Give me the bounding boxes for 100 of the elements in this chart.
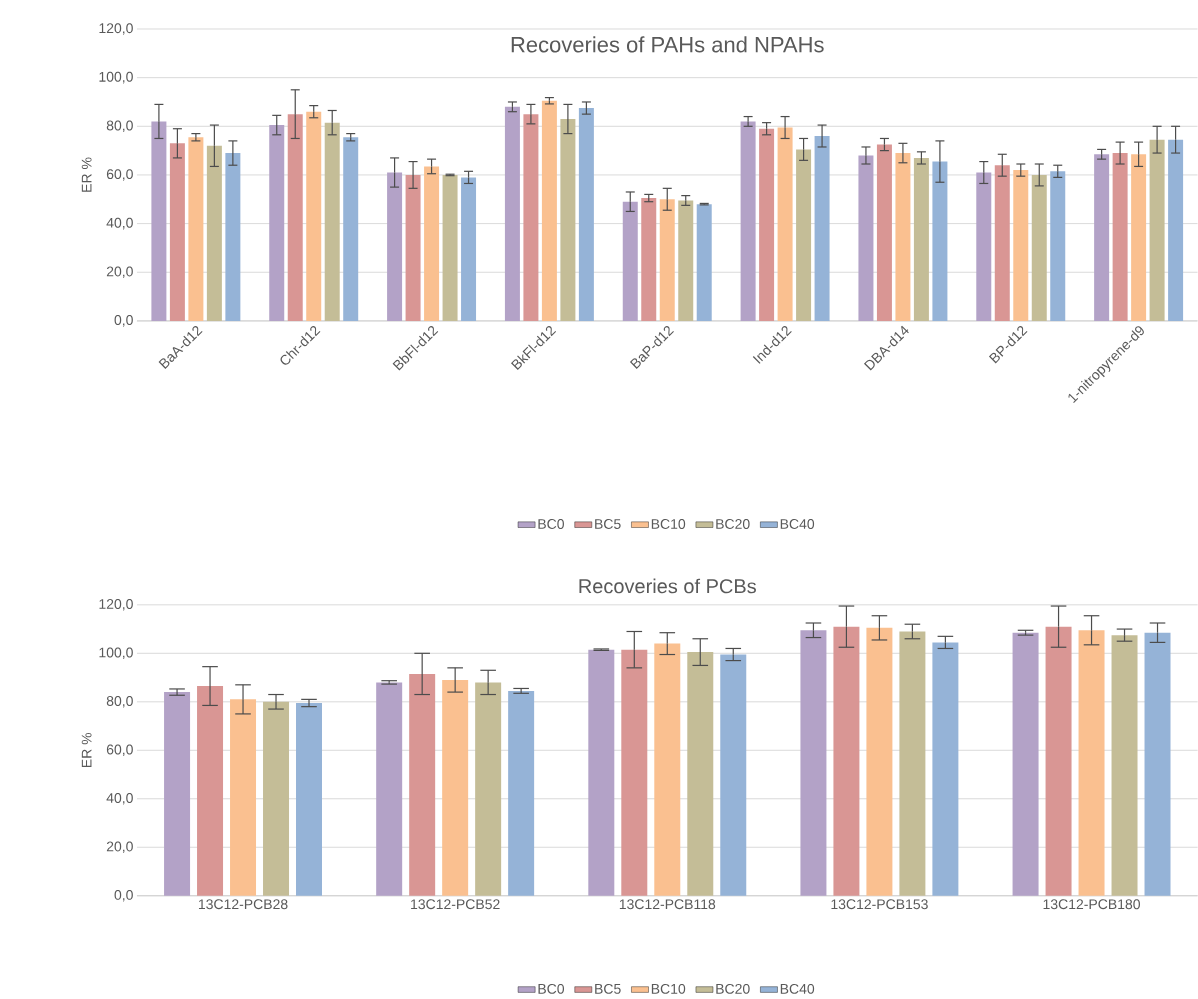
y-tick-label: 20,0 [106,841,133,853]
bar [197,685,224,896]
bar [1012,632,1039,896]
bar [560,118,576,321]
bar [151,121,167,321]
bar [740,121,756,321]
bar [442,679,469,896]
bar [932,642,959,896]
legend-label: BC20 [716,518,750,529]
bar [976,172,992,321]
bar [641,197,657,321]
bar [541,100,557,321]
legend-label: BC5 [595,983,621,994]
bar [720,654,747,896]
bar [475,682,502,896]
bar [296,702,322,896]
bar [814,135,830,321]
bar [206,145,222,321]
bar [230,699,257,896]
x-tick-label: 13C12-PCB180 [1043,899,1140,910]
bar [188,137,204,321]
y-tick-label: 0,0 [114,315,133,327]
bar [1111,635,1138,896]
y-tick-label: 60,0 [106,744,133,756]
y-tick-label: 100,0 [99,647,133,660]
y-axis-title: ER % [81,732,92,767]
y-tick-label: 20,0 [106,266,133,278]
y-axis-title: ER % [81,157,92,192]
bar [876,144,892,321]
bar [621,649,648,896]
bar [654,643,681,896]
bar [899,631,926,896]
legend-label: BC40 [780,518,815,529]
y-tick-label: 120,0 [99,598,133,611]
bar [442,174,458,321]
bar [588,649,615,896]
bar [164,692,191,896]
bar [1013,170,1029,321]
x-tick-label: 13C12-PCB52 [411,899,500,910]
bar [800,630,827,896]
bar [932,161,948,321]
bar [263,701,290,896]
bar [796,149,812,321]
bar [343,137,359,321]
bar [1144,632,1171,896]
bar [1031,174,1047,321]
x-tick-label: 13C12-PCB28 [198,899,288,910]
bar [1094,154,1110,321]
y-tick-label: 60,0 [106,169,133,181]
legend-label: BC10 [651,983,686,994]
bar [622,201,638,321]
bar [405,174,421,321]
bar [687,652,714,896]
bar [895,152,911,321]
bar [1045,626,1072,896]
bar [504,106,520,321]
bar [777,127,793,321]
bar [1050,171,1066,321]
y-tick-label: 80,0 [106,695,133,708]
bar [376,682,403,896]
chart-title: Recoveries of PCBs [579,578,756,594]
bar [1078,630,1105,896]
legend-label: BC0 [538,518,564,529]
bar [225,152,241,321]
x-tick-label: 13C12-PCB153 [831,899,928,910]
y-tick-label: 40,0 [106,792,133,805]
bar [578,107,594,321]
bar [169,143,185,321]
x-tick-label: 13C12-PCB118 [619,899,716,910]
bar [759,128,775,321]
bar [508,690,535,896]
legend-label: BC0 [538,983,565,994]
bar [913,157,929,321]
bar [461,177,477,321]
bar [659,199,675,321]
bar [866,627,893,896]
bar [424,166,440,321]
y-tick-label: 100,0 [99,71,133,84]
bar [678,200,694,321]
y-tick-label: 80,0 [106,120,133,132]
bar [523,114,539,321]
bar [833,626,860,896]
bar [269,125,285,321]
bar [696,204,712,321]
bar [287,114,303,321]
bar [324,122,340,321]
chart-title: Recoveries of PAHs and NPAHs [511,36,824,53]
bar [387,172,403,321]
legend-label: BC5 [595,518,621,529]
bar [858,155,874,321]
legend-label: BC20 [716,983,750,994]
y-tick-label: 40,0 [106,217,133,230]
bar [409,673,436,896]
y-tick-label: 0,0 [114,889,133,902]
bar [1168,139,1184,321]
bar [306,111,322,321]
bar [1149,139,1165,321]
bar [994,165,1010,321]
legend-label: BC40 [780,983,815,994]
bar [1112,152,1128,321]
